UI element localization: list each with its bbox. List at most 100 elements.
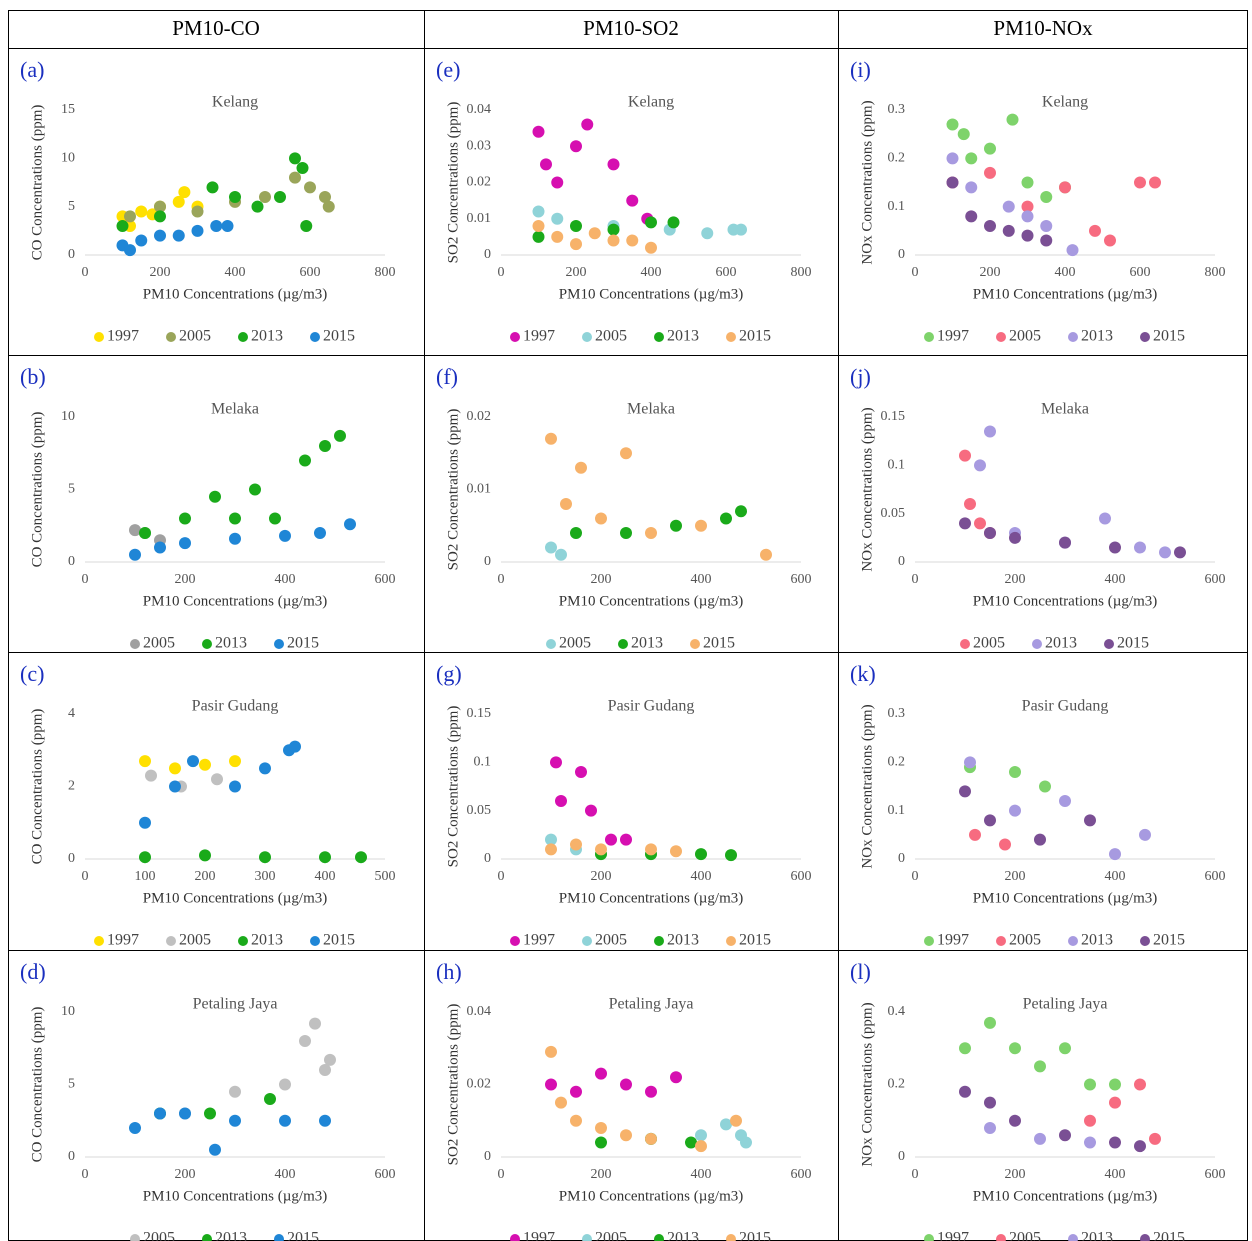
scatter-point <box>124 244 136 257</box>
scatter-point <box>199 849 211 862</box>
x-tick-label: 400 <box>225 265 246 280</box>
x-tick-label: 200 <box>175 572 196 587</box>
scatter-point <box>1134 1078 1146 1091</box>
y-axis-label: CO Concentrations (ppm) <box>29 709 45 865</box>
scatter-point <box>984 142 996 155</box>
scatter-point <box>570 527 582 539</box>
y-tick-label: 0.01 <box>467 211 492 226</box>
x-tick-label: 600 <box>375 572 396 587</box>
scatter-point <box>135 234 148 247</box>
y-tick-label: 4 <box>68 706 75 721</box>
x-tick-label: 200 <box>591 869 612 884</box>
x-tick-label: 400 <box>691 572 712 587</box>
y-tick-label: 0.1 <box>888 199 906 214</box>
scatter-point <box>595 512 607 525</box>
y-tick-label: 2 <box>68 779 75 794</box>
legend-label: 2005 <box>973 635 1005 652</box>
legend-label: 2005 <box>1009 328 1041 345</box>
legend-marker <box>726 936 736 946</box>
y-tick-label: 0.2 <box>888 1077 906 1092</box>
scatter-point <box>735 223 747 236</box>
scatter-point <box>319 1114 331 1127</box>
y-tick-label: 0 <box>898 851 905 866</box>
scatter-point <box>154 1107 166 1120</box>
scatter-point <box>209 1143 221 1156</box>
legend-marker <box>960 639 970 649</box>
scatter-point <box>139 755 151 768</box>
scatter-point <box>626 234 639 247</box>
legend-label: 2005 <box>595 1230 627 1241</box>
scatter-point <box>1174 546 1186 559</box>
scatter-point <box>1109 1136 1121 1149</box>
legend-label: 1997 <box>523 932 555 949</box>
scatter-point <box>169 780 181 793</box>
chart-title: Petaling Jaya <box>1023 996 1108 1013</box>
scatter-point <box>1009 1114 1021 1127</box>
y-axis-label: NOx Concentrations (ppm) <box>859 1002 875 1166</box>
y-axis-label: SO2 Concentrations (ppm) <box>445 1004 461 1166</box>
scatter-point <box>1040 220 1053 232</box>
y-tick-label: 10 <box>61 409 75 424</box>
x-tick-label: 0 <box>912 265 919 280</box>
y-tick-label: 0 <box>68 1149 75 1164</box>
x-tick-label: 200 <box>591 1167 612 1182</box>
legend-marker <box>1104 639 1114 649</box>
legend-marker <box>1068 1234 1078 1241</box>
scatter-point <box>129 548 141 561</box>
scatter-point <box>172 195 185 208</box>
legend-label: 2015 <box>1117 635 1149 652</box>
scatter-point <box>206 181 219 194</box>
y-tick-label: 0.02 <box>467 175 492 190</box>
scatter-point <box>199 758 211 771</box>
scatter-point <box>334 429 346 442</box>
y-tick-label: 0 <box>68 851 75 866</box>
x-axis-label: PM10 Concentrations (µg/m3) <box>973 286 1157 302</box>
scatter-point <box>984 814 996 827</box>
legend-label: 2015 <box>703 635 735 652</box>
scatter-point <box>1009 531 1021 544</box>
scatter-point <box>319 191 331 203</box>
legend-label: 2005 <box>1009 1230 1041 1241</box>
legend-marker <box>238 936 248 946</box>
scatter-point <box>191 205 204 218</box>
y-axis-label: CO Concentrations (ppm) <box>29 412 45 568</box>
scatter-point <box>720 1118 732 1131</box>
x-tick-label: 600 <box>1205 572 1226 587</box>
x-tick-label: 400 <box>1105 1167 1126 1182</box>
legend-marker <box>1068 332 1078 342</box>
scatter-point <box>695 848 707 861</box>
chart: (h) Petaling Jaya SO2 Concentrations (ppm)… <box>436 959 812 1241</box>
scatter-point <box>555 795 567 807</box>
scatter-point <box>289 171 301 184</box>
x-tick-label: 0 <box>82 1167 89 1182</box>
scatter-point <box>1009 766 1021 778</box>
x-axis-label: PM10 Concentrations (µg/m3) <box>143 1188 327 1204</box>
x-tick-label: 800 <box>375 265 396 280</box>
scatter-point <box>760 548 772 561</box>
legend-label: 1997 <box>523 328 555 345</box>
legend-label: 2015 <box>739 1230 771 1241</box>
scatter-point <box>229 755 241 768</box>
x-axis-label: PM10 Concentrations (µg/m3) <box>143 890 327 906</box>
scatter-point <box>229 1114 241 1127</box>
panel-label: (d) <box>20 959 46 984</box>
legend-label: 1997 <box>107 328 139 345</box>
scatter-point <box>179 1107 191 1120</box>
panel-label: (e) <box>436 57 460 82</box>
legend-label: 2013 <box>251 932 283 949</box>
scatter-point <box>1034 1060 1046 1073</box>
y-tick-label: 5 <box>68 199 75 214</box>
legend-marker <box>996 1234 1006 1241</box>
scatter-point <box>154 210 166 223</box>
legend-label: 2013 <box>1045 635 1077 652</box>
scatter-point <box>620 527 632 539</box>
panel-label: (h) <box>436 959 462 984</box>
scatter-point <box>139 851 151 864</box>
legend-marker <box>1140 936 1150 946</box>
scatter-point <box>946 118 959 131</box>
scatter-point <box>154 541 166 554</box>
legend-label: 2005 <box>143 1230 175 1241</box>
chart-title: Melaka <box>627 401 675 418</box>
y-tick-label: 0.2 <box>888 151 906 166</box>
y-tick-label: 5 <box>68 482 75 497</box>
